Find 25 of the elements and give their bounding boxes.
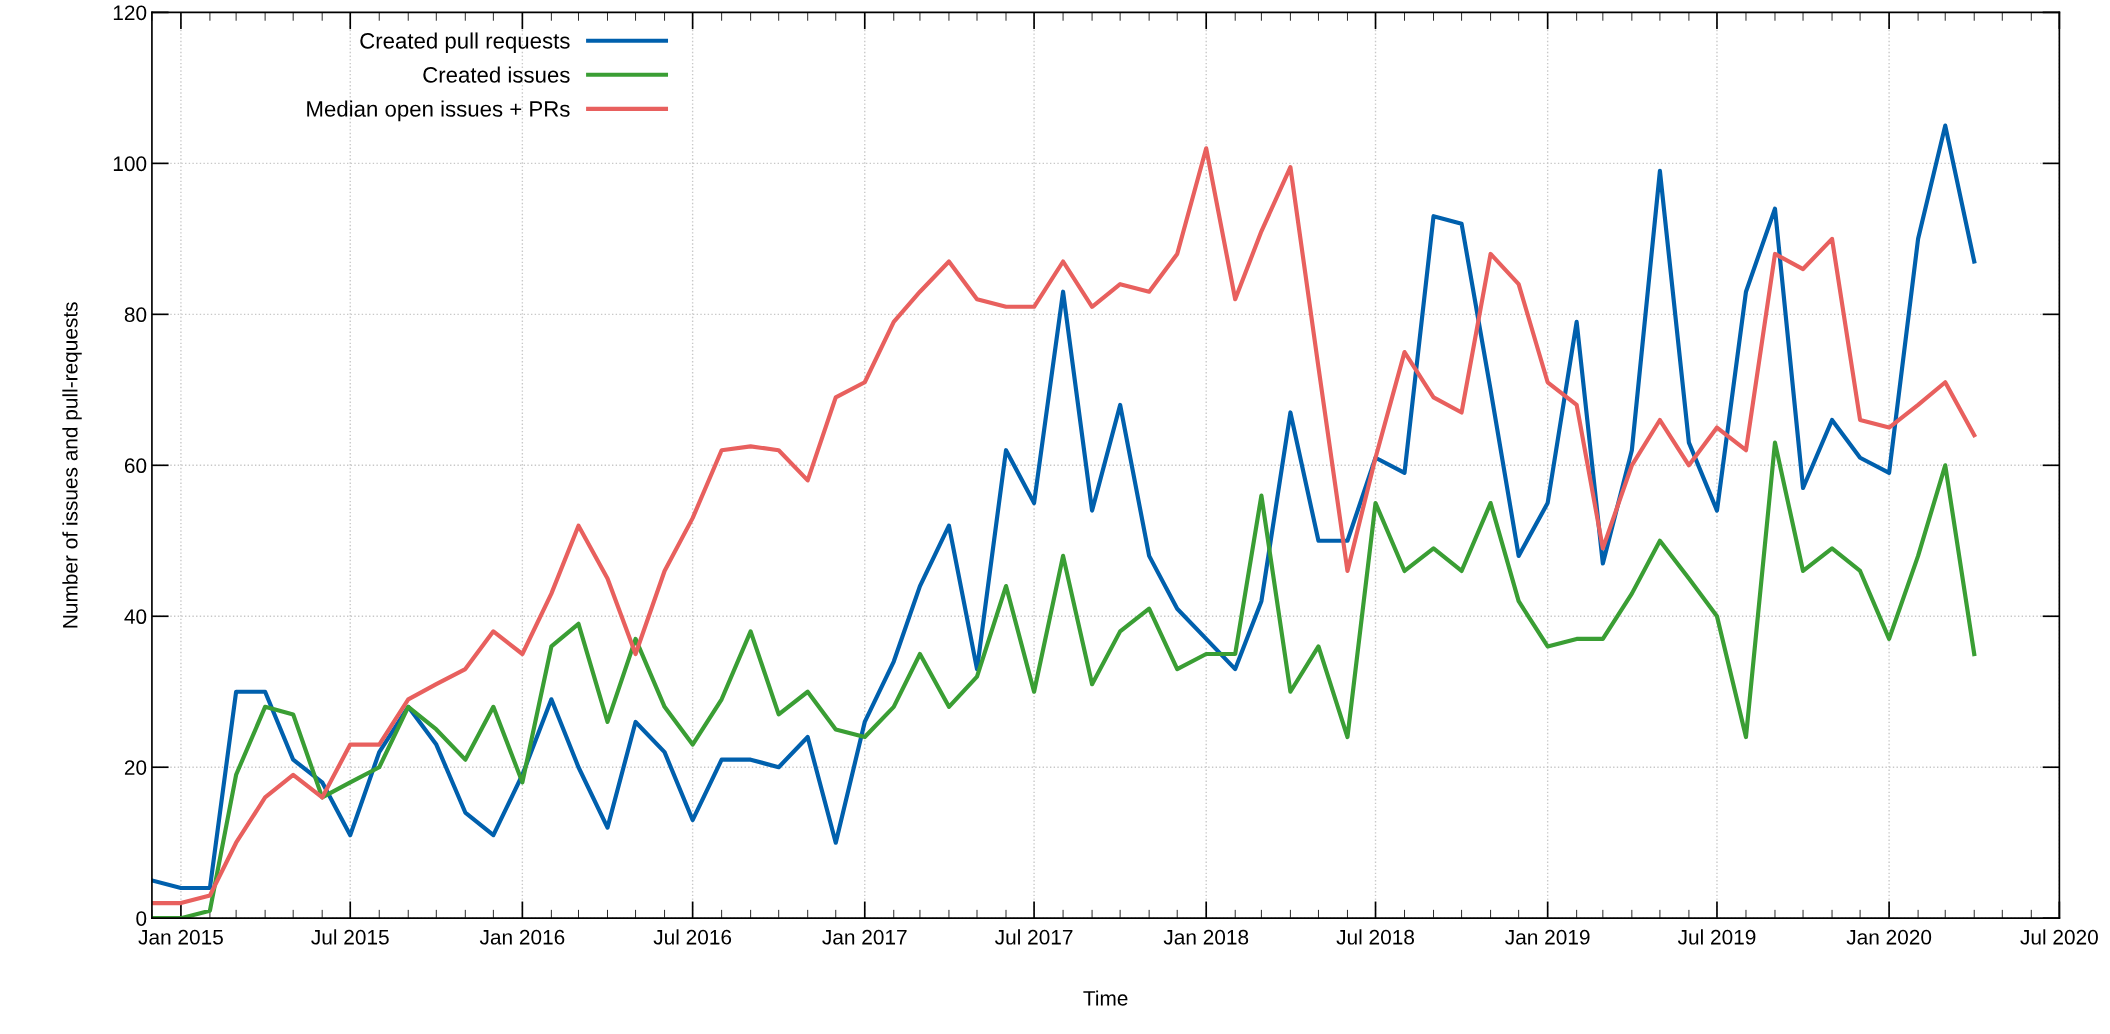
legend-label: Created issues: [423, 66, 570, 83]
y-axis-title: Number of issues and pull-requests: [62, 302, 82, 628]
y-tick-label: 80: [124, 307, 147, 323]
x-tick-label: Jul 2020: [2020, 929, 2098, 945]
y-tick-label: 120: [113, 5, 147, 21]
line-series: [151, 440, 1977, 919]
x-tick-label: Jan 2016: [479, 929, 565, 945]
y-tick-label: 20: [124, 760, 147, 775]
x-tick-label: Jan 2019: [1505, 929, 1590, 945]
x-tick-label: Jan 2018: [1163, 929, 1249, 945]
x-tick-label: Jul 2019: [1677, 929, 1756, 945]
x-tick-label: Jan 2020: [1846, 929, 1932, 945]
x-axis-title: Time: [1083, 990, 1128, 1006]
x-tick-label: Jan 2017: [822, 929, 907, 945]
y-tick-label: 100: [113, 156, 147, 172]
y-tick-label: 60: [124, 458, 147, 474]
legend-label: Median open issues + PRs: [307, 100, 570, 122]
legend-label: Created pull requests: [360, 32, 570, 54]
x-tick-label: Jul 2015: [311, 929, 389, 945]
y-tick-label: 0: [136, 911, 147, 926]
x-tick-label: Jul 2016: [653, 929, 732, 945]
x-tick-label: Jan 2015: [138, 929, 223, 945]
x-tick-label: Jul 2017: [995, 929, 1073, 945]
y-tick-label: 40: [124, 609, 147, 625]
x-tick-label: Jul 2018: [1336, 929, 1415, 945]
